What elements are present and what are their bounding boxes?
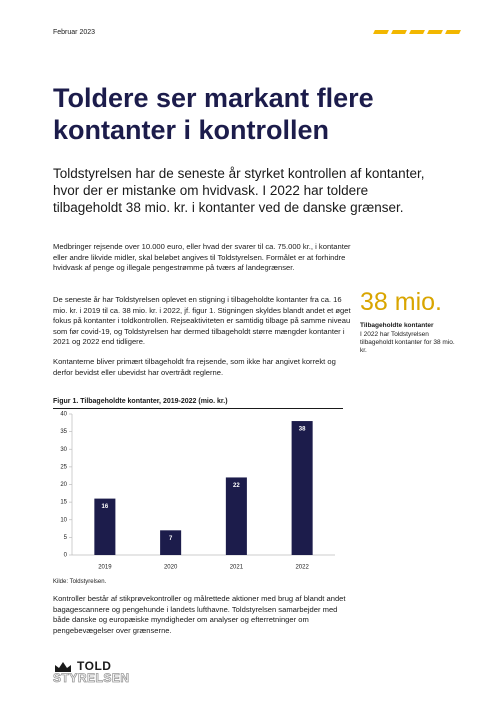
paragraph: Kontroller består af stikprøvekontroller…: [53, 594, 346, 635]
y-tick-label: 35: [60, 429, 67, 435]
rule: [53, 408, 343, 409]
title: Toldere ser markant flere kontanter i ko…: [53, 83, 374, 145]
bar: [94, 498, 116, 555]
callout-figure: 38 mio.: [360, 288, 442, 316]
logo-text: STYRELSEN: [53, 671, 130, 685]
x-tick-label: 2022: [295, 565, 309, 571]
bar: [291, 421, 313, 555]
paragraph: De seneste år har Toldstyrelsen oplevet …: [53, 295, 351, 346]
y-tick-label: 15: [60, 500, 67, 506]
value-label: 7: [169, 536, 173, 542]
paragraph: Kontanterne bliver primært tilbageholdt …: [53, 357, 336, 377]
logo-crown: [55, 662, 71, 672]
y-tick-label: 30: [60, 447, 67, 453]
x-tick-label: 2020: [164, 565, 178, 571]
y-tick-label: 10: [60, 517, 67, 523]
chart: 0 5 10 15 20 25 30 35 40 2019 16 2020 7 2021 22 2022 38: [60, 412, 335, 571]
y-tick-label: 5: [64, 535, 68, 541]
bar: [225, 477, 247, 555]
value-label: 16: [102, 504, 109, 510]
callout-label: Tilbageholdte kontanter: [360, 322, 434, 329]
y-tick-label: 0: [64, 553, 68, 559]
callout-text: I 2022 har Toldstyrelsen tilbageholdt ko…: [360, 331, 455, 354]
logo-text: TOLD: [77, 659, 112, 673]
value-label: 38: [299, 427, 306, 433]
y-tick-label: 25: [60, 464, 67, 470]
value-label: 22: [233, 483, 240, 489]
chart-title: Figur 1. Tilbageholdte kontanter, 2019-2…: [53, 398, 228, 405]
bar: [160, 530, 182, 555]
x-tick-label: 2019: [98, 565, 112, 571]
logo: TOLD STYRELSEN: [53, 660, 130, 684]
source: Kilde: Toldstyrelsen.: [53, 579, 107, 585]
y-tick-label: 40: [60, 412, 67, 418]
y-tick-label: 20: [60, 482, 67, 488]
x-tick-label: 2021: [230, 565, 244, 571]
lead: Toldstyrelsen har de seneste år styrket …: [53, 166, 425, 215]
paragraph: Medbringer rejsende over 10.000 euro, el…: [53, 242, 351, 272]
decoration: [373, 30, 461, 34]
date: Februar 2023: [53, 29, 96, 36]
